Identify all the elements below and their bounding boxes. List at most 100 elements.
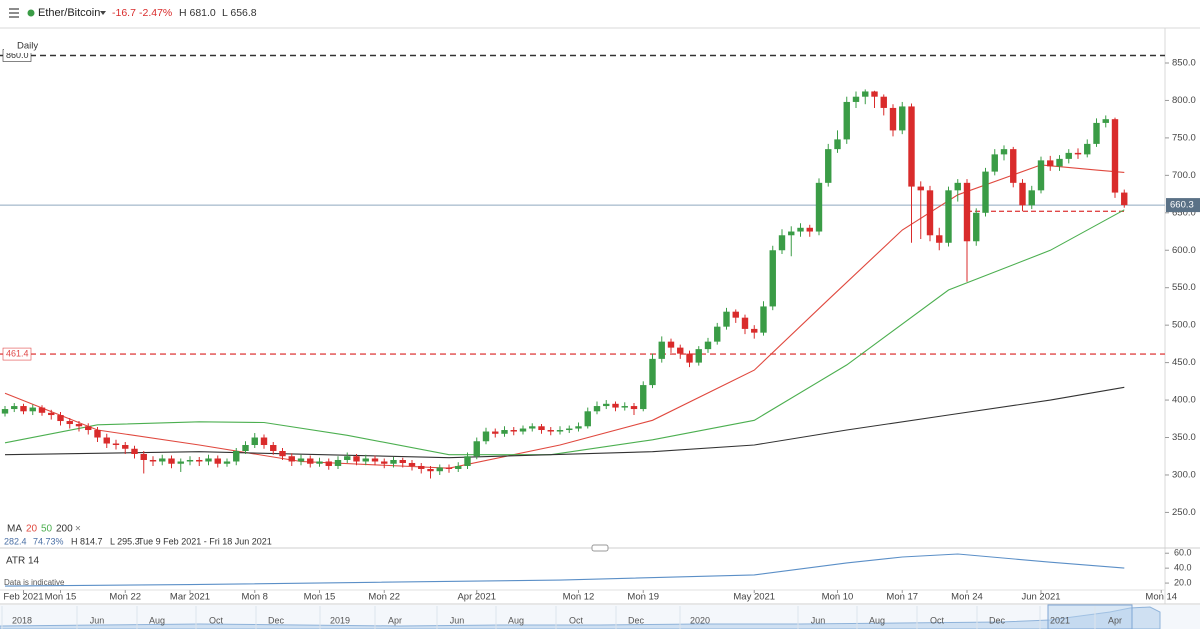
- candle-body: [751, 328, 758, 333]
- candle-body: [131, 448, 138, 454]
- x-tick-label: Apr 2021: [457, 592, 496, 603]
- candle-body: [399, 459, 406, 463]
- ma-legend: MA 20 50 200 × 282.4 74.73% H 814.7 L 29…: [4, 524, 272, 547]
- candle-body: [1084, 143, 1091, 155]
- range-low: L 295.3: [110, 536, 140, 546]
- x-tick-label: Mon 12: [563, 592, 595, 603]
- candle-body: [149, 459, 157, 462]
- candle-body: [1, 409, 9, 414]
- candle-body: [834, 139, 841, 150]
- moving-average: [4, 164, 1125, 469]
- candle-body: [436, 467, 443, 472]
- y-tick-label: 750.0: [1172, 132, 1196, 143]
- candle-body: [843, 101, 850, 140]
- y-tick-label: 700.0: [1172, 170, 1196, 181]
- candle-body: [168, 458, 175, 464]
- ma-label: MA: [7, 524, 22, 535]
- symbol[interactable]: Ether/Bitcoin: [38, 7, 100, 19]
- ma-legend-entry[interactable]: 50: [41, 524, 53, 535]
- candle-body: [529, 426, 536, 429]
- candle-body: [242, 445, 249, 451]
- ma-legend-entry[interactable]: 200: [56, 524, 73, 535]
- header-bar: [0, 0, 1200, 28]
- candle-body: [852, 96, 860, 102]
- navigator-label: Aug: [869, 615, 885, 625]
- candle-body: [371, 458, 379, 462]
- candle-body: [251, 437, 258, 446]
- navigator-label: Dec: [628, 615, 645, 625]
- navigator-label: Apr: [1108, 615, 1122, 625]
- reference-label: 461.4: [6, 348, 29, 358]
- navigator-window[interactable]: [1047, 604, 1133, 629]
- range-last: 282.4: [4, 536, 27, 546]
- candle-body: [566, 428, 573, 431]
- candle-body: [11, 406, 18, 410]
- candle-body: [538, 426, 545, 431]
- candle-body: [1037, 160, 1045, 191]
- candle-body: [177, 461, 184, 464]
- candle-body: [186, 459, 194, 462]
- candle-body: [686, 353, 693, 363]
- candle-body: [936, 235, 943, 243]
- candle-body: [353, 456, 360, 462]
- y-tick-label: 350.0: [1172, 432, 1196, 443]
- candle-body: [519, 428, 527, 432]
- panel-resize-handle[interactable]: [591, 544, 609, 552]
- candle-body: [1047, 160, 1054, 167]
- range-high: H 814.7: [71, 536, 103, 546]
- x-tick-label: Mon 14: [1145, 592, 1177, 603]
- candle-body: [408, 462, 416, 466]
- candle-body: [1010, 149, 1017, 183]
- navigator-area: [0, 606, 1161, 629]
- navigator-label: Apr: [388, 615, 402, 625]
- candle-body: [510, 430, 517, 432]
- atr-label: ATR: [6, 556, 25, 567]
- candle-body: [760, 306, 767, 333]
- candle-body: [880, 96, 887, 108]
- candle-body: [825, 149, 832, 183]
- candle-body: [473, 441, 480, 457]
- navigator-label: Oct: [569, 615, 584, 625]
- candle-body: [482, 431, 490, 442]
- navigator-labels: 2018 Jun Aug Oct Dec 2019 Apr Jun Aug Oct Dec 2020 J…: [1, 606, 1122, 629]
- x-tick-label: Mon 22: [368, 592, 400, 603]
- candle-body: [704, 341, 712, 350]
- navigator-label: Oct: [209, 615, 224, 625]
- candle-body: [223, 461, 231, 464]
- candle-body: [667, 341, 675, 348]
- y-tick-label: 650.0: [1172, 207, 1196, 218]
- candle-body: [75, 424, 83, 427]
- menu-icon[interactable]: [9, 8, 19, 18]
- x-tick-label: Mon 17: [886, 592, 918, 603]
- navigator-label: Aug: [508, 615, 524, 625]
- range-pct: 74.73%: [33, 536, 64, 546]
- x-tick-label: Mon 15: [45, 592, 77, 603]
- candle-body: [630, 406, 638, 410]
- candle-body: [159, 458, 166, 462]
- range-dates: Tue 9 Feb 2021 - Fri 18 Jun 2021: [138, 536, 272, 546]
- candle-body: [584, 411, 591, 427]
- change: -16.7: [112, 7, 136, 19]
- candle-body: [1093, 122, 1100, 144]
- y-tick-label: 850.0: [1172, 58, 1196, 69]
- candle-body: [334, 459, 342, 466]
- ma-legend-entry[interactable]: 20: [26, 524, 38, 535]
- candle-body: [806, 227, 813, 232]
- ma-remove[interactable]: ×: [75, 524, 81, 535]
- candle-body: [20, 406, 27, 412]
- candle-body: [695, 349, 702, 363]
- disclaimer: Data is indicative: [4, 578, 65, 587]
- candle-body: [991, 154, 998, 172]
- navigator-label: 2021: [1050, 615, 1070, 625]
- dropdown-caret[interactable]: [100, 11, 106, 15]
- candle-body: [418, 465, 425, 469]
- candle-body: [556, 430, 564, 432]
- candle-body: [325, 461, 332, 466]
- candle-body: [122, 445, 129, 449]
- y-tick-label: 400.0: [1172, 395, 1196, 406]
- candle-body: [862, 91, 869, 97]
- candle-body: [344, 456, 351, 460]
- candle-body: [815, 182, 823, 232]
- candle-body: [945, 190, 952, 243]
- reference-label-box: [2, 347, 32, 361]
